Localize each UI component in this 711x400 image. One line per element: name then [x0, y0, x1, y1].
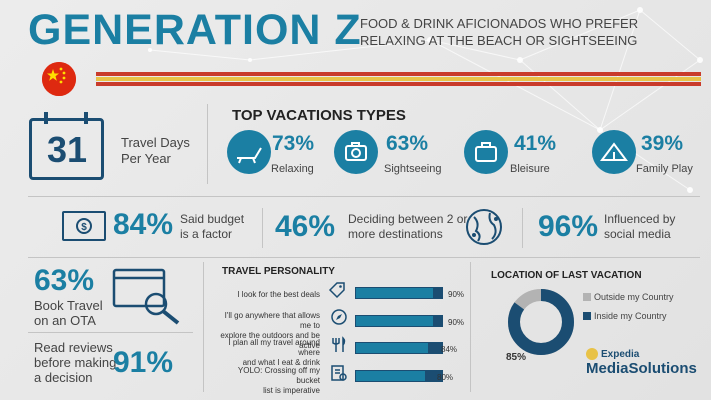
trait-label-line-1: I'll go anywhere that allows me to [224, 311, 320, 330]
trait-bar-fill [356, 343, 429, 353]
checklist-icon [330, 364, 348, 387]
location-title: LOCATION OF LAST VACATION [491, 270, 642, 281]
divider [28, 332, 193, 333]
money-icon: $ [62, 211, 106, 241]
travel-personality-title: TRAVEL PERSONALITY [222, 266, 335, 277]
trait-label: I look for the best deals [216, 290, 320, 300]
vacation-pct-sightseeing: 63% [386, 132, 429, 155]
divider [203, 262, 204, 392]
destinations-label: Deciding between 2 or more destinations [348, 212, 467, 242]
trait-bar [355, 315, 443, 327]
travel-days-label: Travel Days Per Year [121, 135, 190, 167]
vacation-label-family-play: Family Play [636, 163, 693, 175]
trait-bar [355, 370, 443, 382]
trait-bar-fill [356, 288, 434, 298]
travel-days-label-line-2: Per Year [121, 151, 171, 166]
camera-icon [334, 130, 378, 174]
trait-bar [355, 342, 443, 354]
browser-search-icon [112, 268, 184, 331]
tent-icon [592, 130, 636, 174]
trait-bar-fill [356, 371, 425, 381]
subtitle-line-1: FOOD & DRINK AFICIONADOS WHO PREFER [360, 16, 639, 31]
vacation-pct-bleisure: 41% [514, 132, 557, 155]
subtitle-line-2: RELAXING AT THE BEACH OR SIGHTSEEING [360, 33, 638, 48]
calendar-icon [29, 112, 104, 180]
divider [522, 208, 523, 248]
trait-label-line-2: list is imperative [263, 386, 320, 395]
flag-stripes [96, 72, 701, 86]
reviews-pct: 91% [113, 346, 174, 379]
reviews-label-line-2: before making [34, 355, 117, 370]
vacation-label-bleisure: Bleisure [510, 163, 550, 175]
vacation-pct-relaxing: 73% [272, 132, 315, 155]
trait-label: I'll go anywhere that allows me to explo… [216, 311, 320, 351]
top-vacations-title: TOP VACATIONS TYPES [232, 107, 406, 124]
ota-label-line-1: Book Travel [34, 298, 103, 313]
divider [262, 208, 263, 248]
trait-pct: 90% [448, 290, 465, 299]
vacation-label-sightseeing: Sightseeing [384, 163, 442, 175]
trait-pct: 80% [437, 373, 454, 382]
brand-line-1: Expedia [601, 348, 640, 360]
trait-label: YOLO: Crossing off my bucket list is imp… [216, 366, 320, 396]
page-title: GENERATION Z [28, 6, 362, 54]
trait-label-line-2: explore the outdoors and be active [220, 331, 320, 350]
legend-swatch-inside [583, 312, 591, 320]
trait-pct: 90% [448, 318, 465, 327]
budget-pct: 84% [113, 208, 174, 241]
brand-line-2: MediaSolutions [586, 360, 697, 377]
trait-bar-fill [356, 316, 434, 326]
divider [470, 262, 471, 392]
divider [207, 104, 208, 184]
divider [28, 257, 700, 258]
reviews-label-line-3: a decision [34, 370, 93, 385]
legend-swatch-outside [583, 293, 591, 301]
social-media-pct: 96% [538, 210, 599, 243]
destinations-label-line-2: more destinations [348, 227, 443, 241]
social-media-label-line-1: Influenced by [604, 212, 676, 226]
trait-label-line-2: and what I eat & drink [242, 358, 320, 367]
compass-icon [330, 308, 348, 331]
budget-label-line-2: is a factor [180, 227, 233, 241]
price-tag-icon [328, 281, 346, 304]
destinations-label-line-1: Deciding between 2 or [348, 212, 468, 226]
briefcase-icon [464, 130, 508, 174]
trait-pct: 84% [441, 345, 458, 354]
globe-icon [462, 205, 506, 254]
china-flag-icon [42, 62, 76, 96]
social-media-label-line-2: social media [604, 227, 671, 241]
trait-label-line-1: YOLO: Crossing off my bucket [237, 366, 320, 385]
fork-knife-icon [330, 336, 348, 359]
ota-label: Book Travel on an OTA [34, 298, 103, 328]
divider [28, 196, 700, 197]
legend-inside: Inside my Country [594, 311, 667, 321]
ota-pct: 63% [34, 264, 95, 297]
svg-text:$: $ [81, 222, 87, 233]
plane-icon [586, 348, 598, 360]
trait-bar [355, 287, 443, 299]
page-subtitle: FOOD & DRINK AFICIONADOS WHO PREFER RELA… [360, 15, 690, 49]
expedia-logo: Expedia MediaSolutions [586, 348, 697, 377]
location-donut-chart [508, 289, 574, 355]
trait-label-line-1: I plan all my travel around where [228, 338, 320, 357]
budget-label-line-1: Said budget [180, 212, 245, 226]
donut-inside-pct: 85% [506, 352, 527, 363]
beach-chair-icon [227, 130, 271, 174]
vacation-label-relaxing: Relaxing [271, 163, 314, 175]
social-media-label: Influenced by social media [604, 212, 675, 242]
legend-outside: Outside my Country [594, 292, 674, 302]
trait-label: I plan all my travel around where and wh… [216, 338, 320, 368]
vacation-pct-family-play: 39% [641, 132, 684, 155]
trait-label-line-1: I look for the best deals [237, 290, 320, 299]
travel-days-value: 31 [46, 129, 88, 170]
reviews-label-line-1: Read reviews [34, 340, 113, 355]
budget-label: Said budget is a factor [180, 212, 244, 242]
reviews-label: Read reviews before making a decision [34, 340, 116, 385]
travel-days-label-line-1: Travel Days [121, 135, 190, 150]
destinations-pct: 46% [275, 210, 336, 243]
donut-inside-segment [508, 289, 574, 355]
ota-label-line-2: on an OTA [34, 313, 96, 328]
